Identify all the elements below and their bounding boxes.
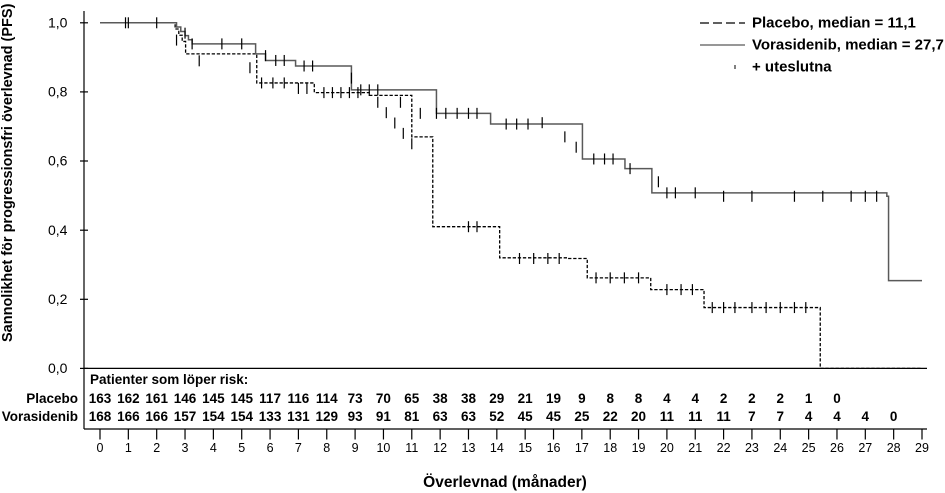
svg-text:16: 16 (547, 441, 561, 455)
svg-text:22: 22 (717, 441, 731, 455)
svg-text:0: 0 (97, 441, 104, 455)
svg-text:28: 28 (887, 441, 901, 455)
svg-text:12: 12 (433, 441, 447, 455)
svg-text:25: 25 (802, 441, 816, 455)
svg-text:4: 4 (210, 441, 217, 455)
svg-text:14: 14 (490, 441, 504, 455)
svg-text:26: 26 (830, 441, 844, 455)
svg-text:20: 20 (660, 441, 674, 455)
svg-text:3: 3 (182, 441, 189, 455)
svg-text:6: 6 (267, 441, 274, 455)
svg-text:29: 29 (915, 441, 929, 455)
svg-text:Placebo, median = 11,1: Placebo, median = 11,1 (752, 15, 916, 32)
svg-text:13: 13 (462, 441, 476, 455)
svg-text:9: 9 (352, 441, 359, 455)
svg-text:11: 11 (405, 441, 418, 455)
svg-text:2: 2 (153, 441, 160, 455)
svg-text:5: 5 (238, 441, 245, 455)
svg-text:1,0: 1,0 (48, 15, 68, 31)
svg-text:15: 15 (518, 441, 532, 455)
svg-text:+ uteslutna: + uteslutna (752, 59, 832, 76)
svg-text:0,6: 0,6 (48, 153, 68, 169)
svg-text:24: 24 (773, 441, 787, 455)
svg-text:21: 21 (688, 441, 702, 455)
svg-text:0,0: 0,0 (48, 360, 68, 376)
svg-text:1: 1 (125, 441, 132, 455)
svg-text:17: 17 (575, 441, 589, 455)
svg-text:27: 27 (858, 441, 872, 455)
svg-text:Patienter som löper risk:: Patienter som löper risk: (90, 372, 248, 387)
svg-text:0,4: 0,4 (48, 222, 68, 238)
svg-text:18: 18 (603, 441, 617, 455)
svg-text:Vorasidenib, median = 27,7: Vorasidenib, median = 27,7 (752, 37, 944, 54)
svg-text:8: 8 (323, 441, 330, 455)
svg-text:0,2: 0,2 (48, 291, 68, 307)
svg-text:10: 10 (376, 441, 390, 455)
svg-text:23: 23 (745, 441, 759, 455)
svg-text:7: 7 (295, 441, 302, 455)
svg-text:0,8: 0,8 (48, 84, 68, 100)
svg-text:19: 19 (632, 441, 646, 455)
svg-text:Överlevnad (månader): Överlevnad (månader) (423, 474, 587, 491)
